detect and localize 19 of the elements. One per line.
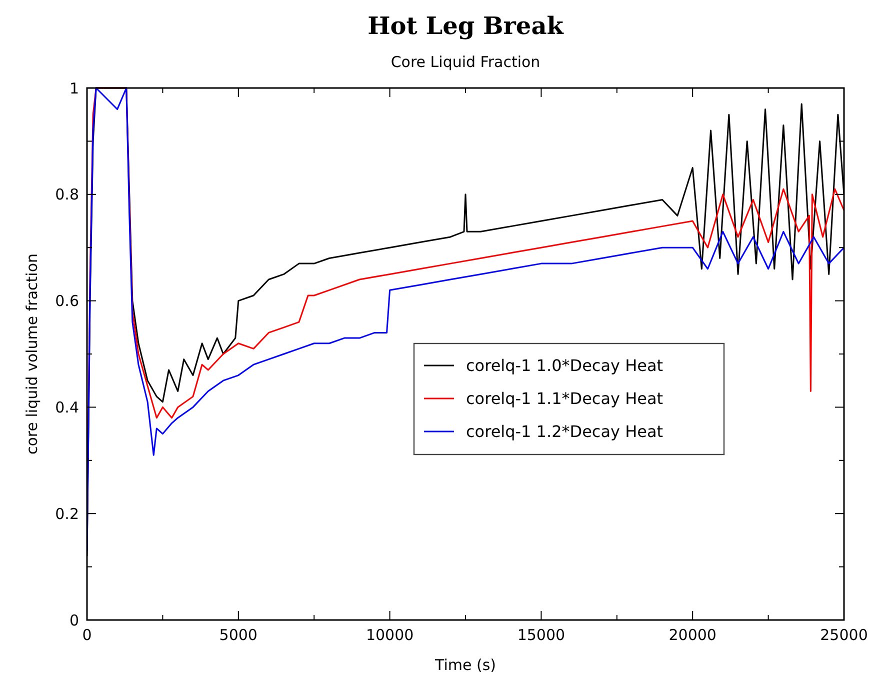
chart-subtitle: Core Liquid Fraction (390, 53, 540, 71)
x-tick-label: 15000 (517, 626, 566, 644)
y-tick-label: 0 (69, 611, 79, 630)
legend-label: corelq-1 1.0*Decay Heat (466, 356, 664, 376)
y-tick-label: 1 (69, 79, 79, 98)
legend-label: corelq-1 1.1*Decay Heat (466, 389, 664, 408)
x-tick-label: 10000 (366, 626, 414, 644)
y-axis-title: core liquid volume fraction (23, 253, 41, 455)
y-tick-label: 0.6 (55, 292, 79, 310)
x-axis-title: Time (s) (434, 656, 496, 674)
y-tick-label: 0.8 (55, 186, 79, 204)
x-tick-label: 5000 (219, 626, 258, 644)
legend-label: corelq-1 1.2*Decay Heat (466, 422, 664, 442)
x-tick-label: 0 (82, 626, 92, 644)
y-tick-label: 0.4 (55, 398, 79, 416)
x-tick-label: 25000 (820, 626, 868, 644)
chart-title: Hot Leg Break (368, 11, 565, 40)
y-tick-label: 0.2 (55, 504, 79, 523)
x-tick-label: 20000 (668, 626, 716, 644)
